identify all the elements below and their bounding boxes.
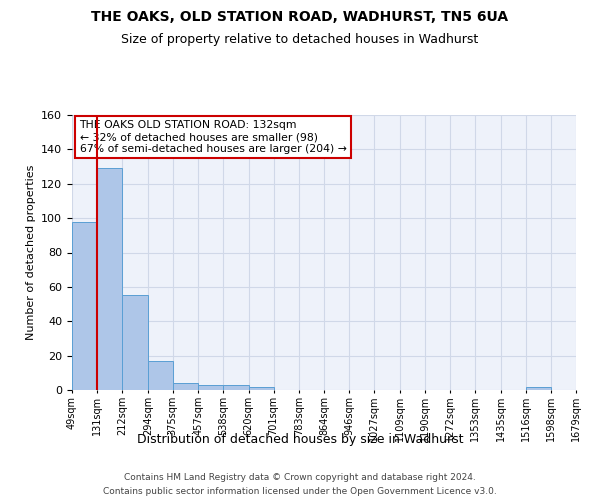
Y-axis label: Number of detached properties: Number of detached properties <box>26 165 35 340</box>
Bar <box>97 168 122 390</box>
Bar <box>198 385 223 390</box>
Bar <box>72 222 97 390</box>
Text: Contains HM Land Registry data © Crown copyright and database right 2024.: Contains HM Land Registry data © Crown c… <box>124 472 476 482</box>
Bar <box>248 386 274 390</box>
Bar <box>223 385 248 390</box>
Bar <box>173 383 198 390</box>
Text: Contains public sector information licensed under the Open Government Licence v3: Contains public sector information licen… <box>103 486 497 496</box>
Bar <box>148 361 173 390</box>
Bar <box>122 296 148 390</box>
Text: Size of property relative to detached houses in Wadhurst: Size of property relative to detached ho… <box>121 32 479 46</box>
Text: Distribution of detached houses by size in Wadhurst: Distribution of detached houses by size … <box>137 432 463 446</box>
Text: THE OAKS, OLD STATION ROAD, WADHURST, TN5 6UA: THE OAKS, OLD STATION ROAD, WADHURST, TN… <box>91 10 509 24</box>
Bar <box>526 386 551 390</box>
Text: THE OAKS OLD STATION ROAD: 132sqm
← 32% of detached houses are smaller (98)
67% : THE OAKS OLD STATION ROAD: 132sqm ← 32% … <box>80 120 346 154</box>
